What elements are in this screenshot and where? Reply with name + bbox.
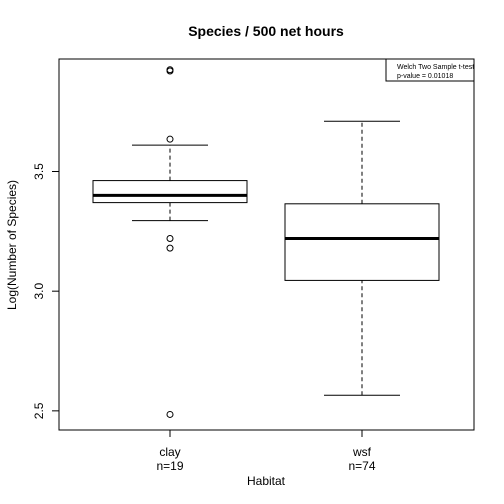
box-series bbox=[92, 66, 440, 418]
y-tick-label: 3.0 bbox=[32, 283, 46, 300]
box-clay bbox=[92, 66, 248, 418]
box-iqr bbox=[284, 203, 440, 281]
legend-line-2: p-value = 0.01018 bbox=[397, 73, 453, 80]
outlier-point bbox=[166, 410, 174, 418]
x-count-label: n=19 bbox=[156, 459, 183, 473]
box-iqr bbox=[92, 180, 248, 204]
y-axis-label: Log(Number of Species) bbox=[5, 180, 19, 310]
x-count-label: n=74 bbox=[348, 459, 375, 473]
x-axis-label: Habitat bbox=[247, 474, 286, 488]
outlier-point bbox=[166, 66, 174, 74]
chart-title: Species / 500 net hours bbox=[188, 23, 344, 39]
y-axis: 2.5 3.0 3.5 bbox=[32, 163, 60, 419]
x-tick-label: clay bbox=[159, 445, 180, 459]
box-wsf bbox=[284, 120, 440, 396]
legend: Welch Two Sample t-test p-value = 0.0101… bbox=[385, 58, 475, 82]
legend-box bbox=[385, 58, 475, 82]
outlier-point bbox=[166, 235, 174, 243]
outlier-point bbox=[166, 135, 174, 143]
legend-line-1: Welch Two Sample t-test bbox=[397, 64, 474, 71]
outlier-point bbox=[166, 244, 174, 252]
x-tick-label: wsf bbox=[352, 445, 372, 459]
y-tick-label: 2.5 bbox=[32, 402, 46, 419]
y-tick-label: 3.5 bbox=[32, 163, 46, 180]
